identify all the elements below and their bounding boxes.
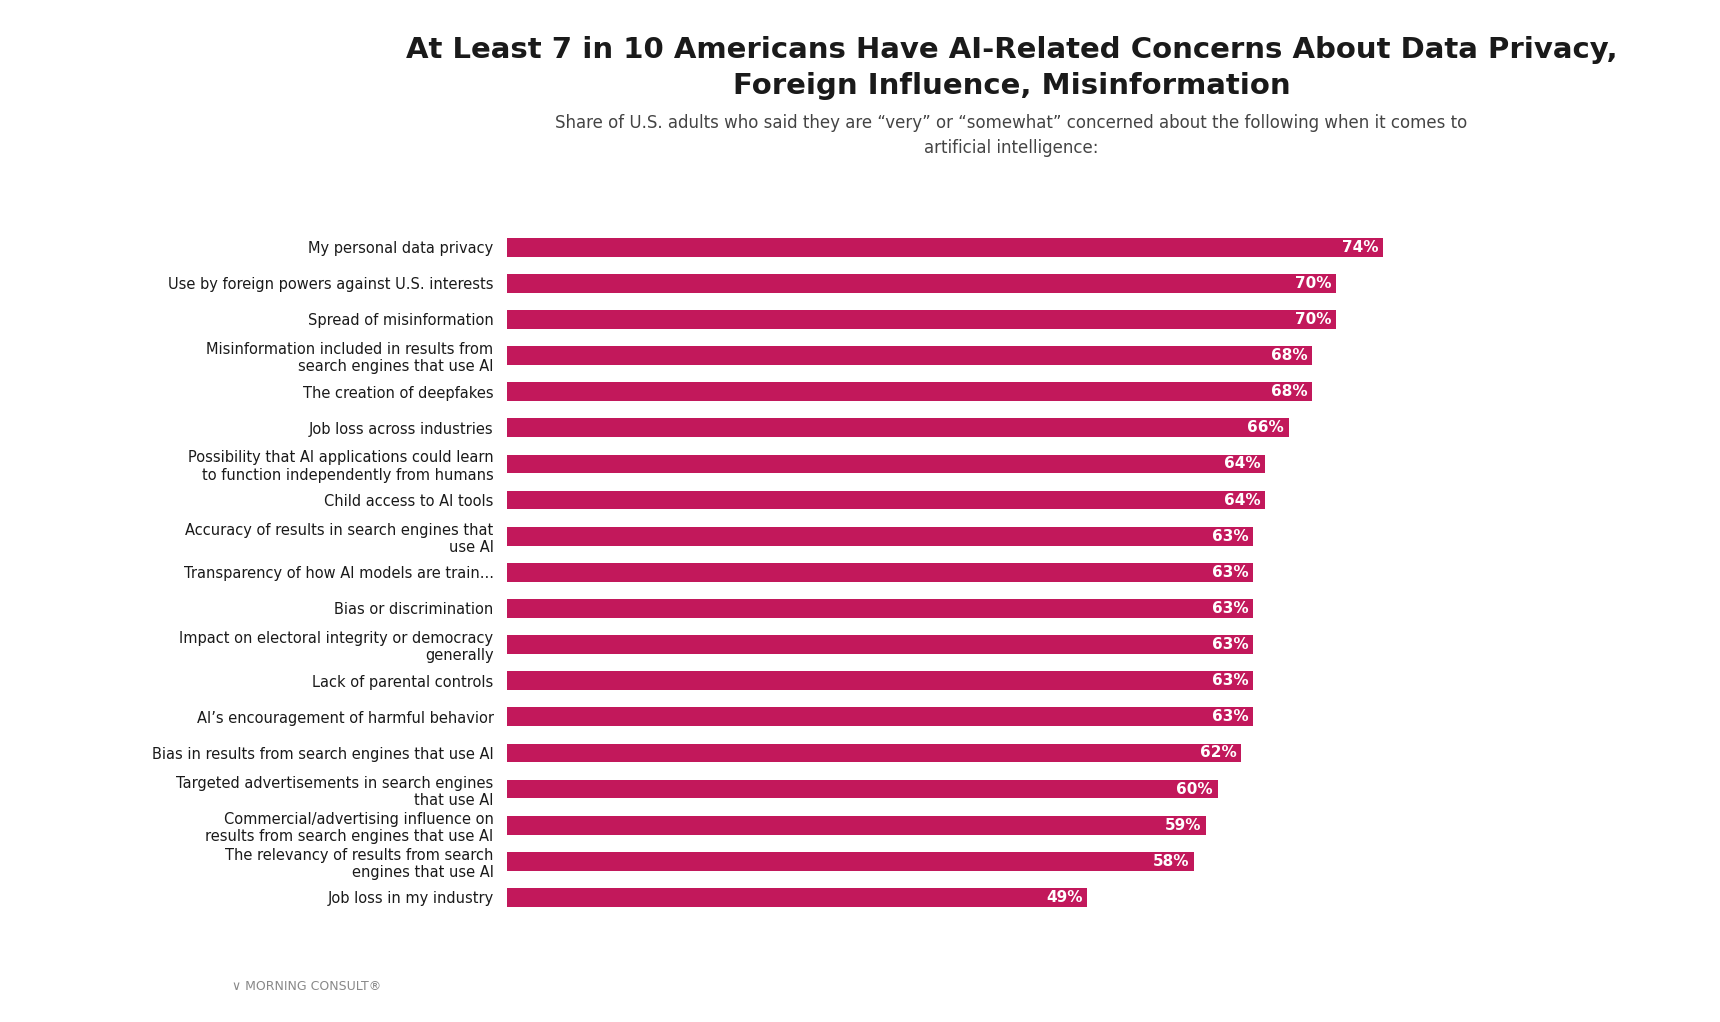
Bar — [507, 599, 1254, 618]
Bar — [507, 418, 1288, 437]
Text: 58%: 58% — [1152, 853, 1189, 869]
Bar — [507, 455, 1264, 473]
Bar — [507, 816, 1206, 835]
Bar — [507, 526, 1254, 546]
Bar — [507, 346, 1312, 365]
Text: 59%: 59% — [1164, 818, 1201, 833]
Text: 68%: 68% — [1271, 349, 1307, 363]
Text: 70%: 70% — [1295, 276, 1331, 291]
Bar — [507, 780, 1218, 798]
Text: 63%: 63% — [1213, 637, 1249, 652]
Text: 63%: 63% — [1213, 565, 1249, 579]
Text: 70%: 70% — [1295, 312, 1331, 327]
Bar — [507, 238, 1383, 257]
Bar — [507, 671, 1254, 690]
Bar — [507, 382, 1312, 401]
Bar — [507, 635, 1254, 654]
Text: 62%: 62% — [1201, 745, 1237, 760]
Text: Share of U.S. adults who said they are “very” or “somewhat” concerned about the : Share of U.S. adults who said they are “… — [556, 114, 1467, 133]
Bar — [507, 707, 1254, 727]
Text: At Least 7 in 10 Americans Have AI-Related Concerns About Data Privacy,: At Least 7 in 10 Americans Have AI-Relat… — [406, 36, 1617, 63]
Text: ∨ MORNING CONSULT®: ∨ MORNING CONSULT® — [232, 980, 382, 993]
Text: 49%: 49% — [1046, 890, 1082, 904]
Text: 74%: 74% — [1342, 240, 1379, 254]
Text: 63%: 63% — [1213, 528, 1249, 544]
Bar — [507, 491, 1264, 510]
Bar — [507, 744, 1242, 762]
Text: 64%: 64% — [1223, 457, 1261, 471]
Bar — [507, 274, 1336, 292]
Bar — [507, 888, 1087, 907]
Text: artificial intelligence:: artificial intelligence: — [924, 139, 1099, 157]
Text: 60%: 60% — [1176, 782, 1213, 796]
Text: 63%: 63% — [1213, 601, 1249, 616]
Text: 66%: 66% — [1247, 420, 1283, 435]
Bar — [507, 852, 1194, 871]
Bar — [507, 310, 1336, 329]
Text: 68%: 68% — [1271, 384, 1307, 400]
Text: 63%: 63% — [1213, 709, 1249, 725]
Text: 63%: 63% — [1213, 673, 1249, 688]
Text: Foreign Influence, Misinformation: Foreign Influence, Misinformation — [733, 72, 1290, 99]
Text: 64%: 64% — [1223, 493, 1261, 508]
Bar — [507, 563, 1254, 582]
